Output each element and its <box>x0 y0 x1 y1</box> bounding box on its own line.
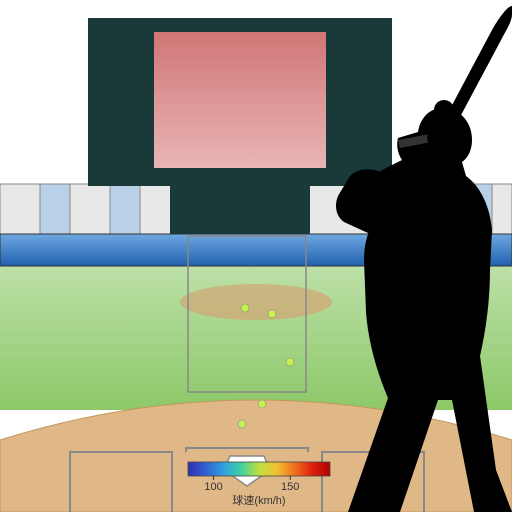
pitch-marker <box>238 420 246 428</box>
pitch-marker <box>258 400 266 408</box>
pitchers-mound <box>180 284 332 320</box>
pitch-marker <box>268 310 276 318</box>
legend-label: 球速(km/h) <box>232 493 285 507</box>
pitch-marker <box>286 358 294 366</box>
pitch-marker <box>241 304 249 312</box>
svg-text:100: 100 <box>204 481 222 493</box>
svg-text:150: 150 <box>281 481 299 493</box>
scoreboard-support <box>170 186 310 234</box>
pitch-location-chart: 100 150 球速(km/h) <box>0 0 512 512</box>
legend-colorbar <box>188 462 330 476</box>
scoreboard-screen <box>154 32 326 168</box>
